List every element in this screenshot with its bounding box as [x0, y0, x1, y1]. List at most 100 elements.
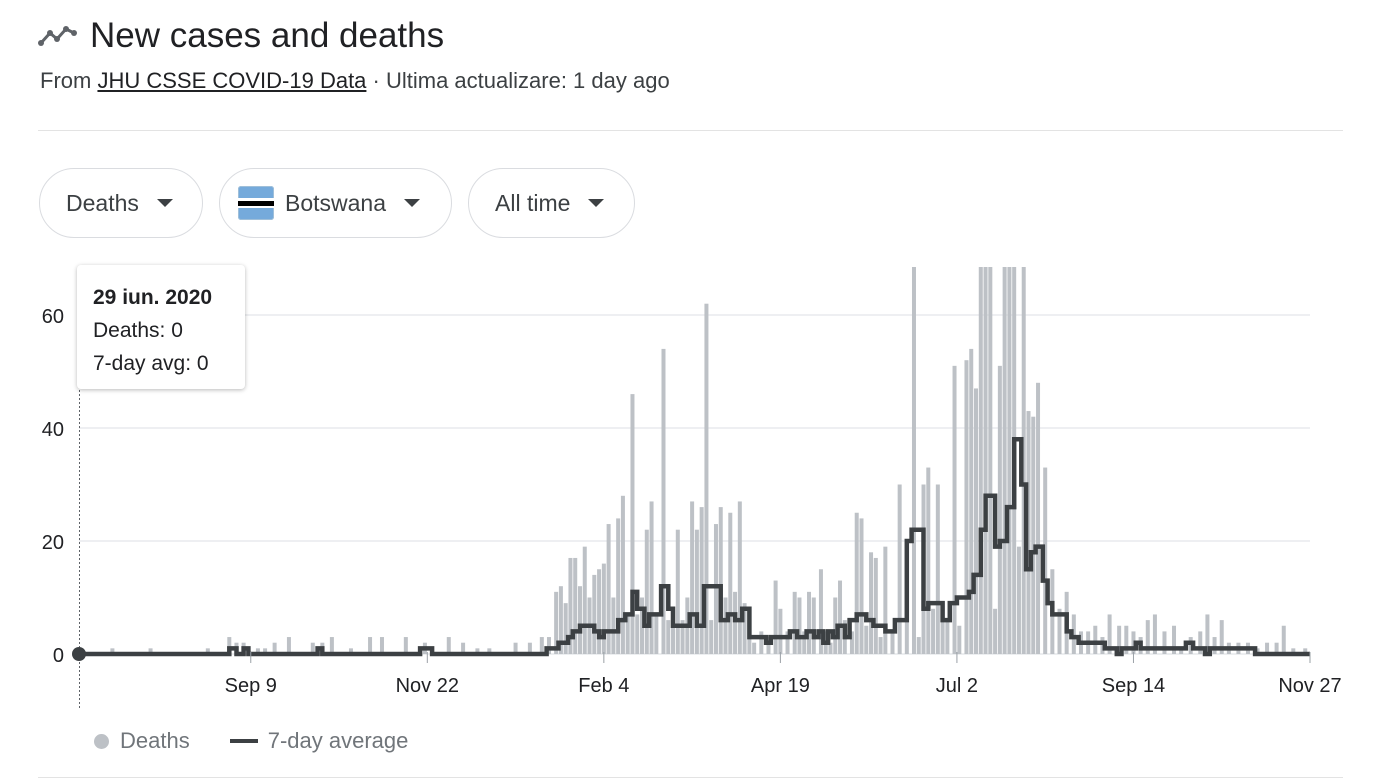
x-tick-label: Sep 14 — [1102, 675, 1165, 697]
deaths-bar — [1265, 642, 1270, 654]
deaths-bar — [713, 524, 718, 654]
seven-day-average-line — [79, 437, 1310, 657]
deaths-bar — [704, 303, 709, 654]
deaths-bar — [926, 467, 931, 654]
deaths-bar — [828, 642, 833, 654]
deaths-bar — [513, 642, 518, 654]
deaths-bar — [539, 637, 544, 654]
deaths-bar — [635, 614, 640, 654]
deaths-bar — [403, 637, 408, 654]
deaths-bar — [978, 267, 983, 654]
x-tick-label: Feb 4 — [578, 675, 629, 697]
deaths-bar — [864, 625, 869, 654]
range-dropdown-label: All time — [495, 189, 571, 216]
deaths-bar — [1281, 625, 1286, 654]
deaths-bar — [778, 608, 783, 654]
deaths-bar — [255, 648, 260, 654]
deaths-bar — [854, 512, 859, 654]
chevron-down-icon — [588, 199, 605, 207]
deaths-bar — [654, 614, 659, 654]
deaths-bar — [904, 620, 909, 654]
hover-indicator-dot — [72, 647, 86, 661]
deaths-bar — [997, 365, 1002, 654]
deaths-bar — [1205, 614, 1210, 654]
deaths-bar — [597, 569, 602, 654]
deaths-bar — [110, 648, 115, 654]
deaths-bar — [1255, 648, 1260, 654]
deaths-bar — [1124, 625, 1129, 654]
deaths-bar — [644, 529, 649, 654]
deaths-bar — [718, 507, 723, 654]
country-dropdown[interactable]: Botswana — [219, 168, 452, 238]
x-tick-label: Sep 9 — [225, 675, 277, 697]
deaths-bar — [1162, 631, 1167, 654]
deaths-bar — [263, 648, 268, 654]
deaths-bar — [1274, 642, 1279, 654]
y-tick-label: 40 — [42, 419, 64, 441]
deaths-bar — [368, 637, 373, 654]
deaths-bar — [728, 512, 733, 654]
deaths-bar — [592, 574, 597, 654]
source-line: From JHU CSSE COVID-19 Data · Ultima act… — [40, 68, 670, 94]
deaths-bar — [348, 648, 353, 654]
tooltip-deaths: Deaths: 0 — [93, 319, 183, 342]
deaths-bar — [573, 557, 578, 654]
deaths-bar — [802, 631, 807, 654]
deaths-bar — [911, 267, 916, 654]
deaths-bar — [546, 637, 551, 654]
deaths-bar — [752, 642, 757, 654]
deaths-bar — [148, 648, 153, 654]
legend-deaths-label: Deaths — [120, 728, 190, 753]
deaths-bar — [1002, 267, 1007, 654]
deaths-bar — [527, 642, 532, 654]
deaths-bar — [1303, 648, 1308, 654]
country-dropdown-label: Botswana — [285, 189, 387, 216]
deaths-bar — [945, 620, 950, 654]
deaths-bar — [487, 648, 492, 654]
deaths-bar — [310, 642, 315, 654]
deaths-bar — [582, 546, 587, 654]
deaths-bar — [1093, 625, 1098, 654]
deaths-bar — [957, 625, 962, 654]
deaths-bar — [883, 546, 888, 654]
deaths-bar — [554, 591, 559, 654]
deaths-bar — [1021, 267, 1026, 654]
deaths-bar — [671, 620, 676, 654]
deaths-bar — [897, 484, 902, 654]
deaths-bar — [1007, 267, 1012, 654]
deaths-bar — [833, 597, 838, 654]
deaths-bar — [446, 637, 451, 654]
deaths-bar — [1031, 416, 1036, 654]
trending-line-icon — [38, 26, 77, 46]
deaths-bar — [988, 267, 993, 654]
deaths-bar — [379, 637, 384, 654]
deaths-bar — [461, 642, 466, 654]
deaths-bar — [1016, 546, 1021, 654]
deaths-bar — [785, 631, 790, 654]
deaths-bar — [1057, 608, 1062, 654]
deaths-bar — [640, 597, 645, 654]
range-dropdown[interactable]: All time — [468, 168, 635, 238]
y-tick-label: 20 — [42, 532, 64, 554]
x-tick-label: Jul 2 — [936, 675, 978, 697]
deaths-bar — [709, 620, 714, 654]
deaths-bars — [110, 267, 1308, 654]
deaths-bar — [661, 348, 666, 654]
deaths-bar — [1117, 625, 1122, 654]
botswana-flag-icon — [238, 186, 274, 220]
deaths-bar — [969, 348, 974, 654]
deaths-bar — [680, 620, 685, 654]
deaths-bar — [811, 597, 816, 654]
deaths-bar — [878, 637, 883, 654]
x-tick-label: Nov 27 — [1278, 675, 1341, 697]
deaths-bar — [974, 388, 979, 654]
deaths-bar — [873, 557, 878, 654]
deaths-bar — [838, 580, 843, 654]
deaths-bar — [649, 501, 654, 654]
metric-dropdown[interactable]: Deaths — [39, 168, 203, 238]
source-link[interactable]: JHU CSSE COVID-19 Data — [97, 68, 367, 93]
deaths-bar — [818, 569, 823, 654]
footer-divider — [38, 777, 1343, 778]
deaths-chart[interactable]: 0 20 40 60 Sep 9 Nov 22 Feb 4 Apr 19 Jul 2 Sep 1… — [0, 250, 1398, 715]
tooltip-average: 7-day avg: 0 — [93, 352, 209, 375]
